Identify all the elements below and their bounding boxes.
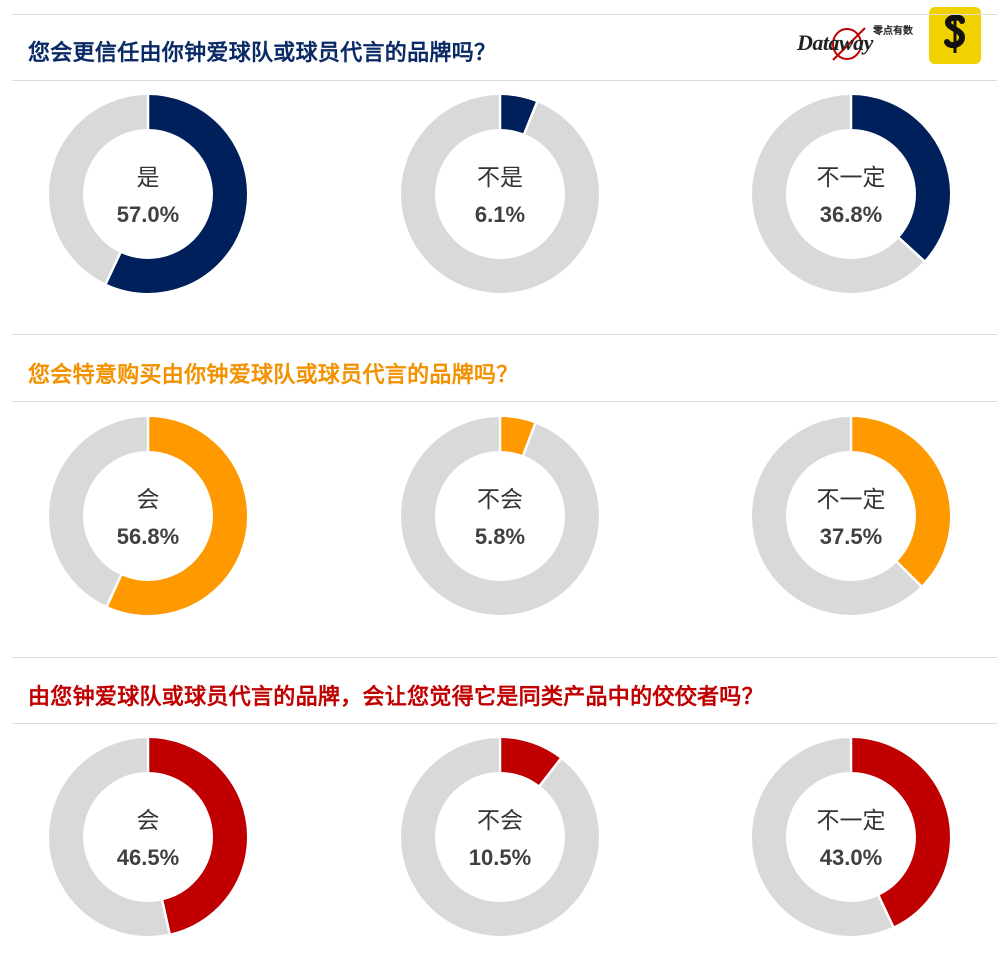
donut-separator: [897, 236, 926, 263]
donut-separator: [160, 899, 172, 935]
donut-3-1: 会 46.5%: [46, 735, 250, 939]
donut-2-2: 不会 5.8%: [398, 414, 602, 618]
donut-label: 不一定: [816, 165, 886, 191]
donut-percentage: 43.0%: [819, 845, 883, 870]
donut-label: 不会: [477, 487, 523, 513]
donut-track: [401, 95, 599, 293]
section-3-title: 由您钟爱球队或球员代言的品牌，会让您觉得它是同类产品中的佼佼者吗？: [28, 685, 764, 710]
donut-percentage: 36.8%: [819, 202, 883, 227]
donut-separator: [877, 894, 895, 929]
donut-1-1: 是 57.0%: [46, 92, 250, 296]
donut-separator: [538, 757, 563, 788]
donut-svg: [752, 94, 950, 293]
donut-label: 不一定: [816, 808, 886, 834]
donut-percentage: 56.8%: [116, 524, 180, 549]
s-logo-icon: [944, 14, 965, 53]
section-1-title-rule: [12, 80, 997, 81]
donut-3-3: 不一定 43.0%: [749, 735, 953, 939]
donut-percentage: 57.0%: [116, 202, 180, 227]
donut-label: 会: [136, 808, 160, 834]
donut-label: 不会: [477, 808, 523, 834]
donut-3-2: 不会 10.5%: [398, 735, 602, 939]
donut-separator: [105, 573, 123, 608]
section-1-title: 您会更信任由你钟爱球队或球员代言的品牌吗？: [28, 41, 497, 66]
donut-percentage: 5.8%: [474, 524, 526, 549]
donut-separator: [104, 251, 122, 286]
section-divider-1: [12, 334, 997, 335]
donut-label: 会: [136, 487, 160, 513]
section-2-title-rule: [12, 401, 997, 402]
s-brand-logo: [929, 7, 981, 64]
donut-svg: [752, 737, 950, 936]
donut-svg: [401, 737, 599, 936]
donut-percentage: 37.5%: [819, 524, 883, 549]
donut-svg: [49, 94, 247, 293]
section-2-title: 您会特意购买由你钟爱球队或球员代言的品牌吗？: [28, 363, 519, 388]
donut-2-3: 不一定 37.5%: [749, 414, 953, 618]
donut-percentage: 46.5%: [116, 845, 180, 870]
donut-1-2: 不是 6.1%: [398, 92, 602, 296]
donut-separator: [521, 422, 537, 457]
donut-svg: [752, 416, 950, 615]
donut-separator: [895, 560, 923, 588]
donut-percentage: 10.5%: [468, 845, 532, 870]
donut-percentage: 6.1%: [474, 202, 526, 227]
dataway-swoosh-icon: [832, 27, 866, 61]
donut-label: 是: [136, 165, 160, 191]
donut-svg: [49, 416, 247, 615]
donut-track: [401, 738, 599, 936]
donut-svg: [401, 94, 599, 293]
dataway-subtitle: 零点有数: [873, 26, 913, 37]
donut-label: 不是: [477, 165, 523, 191]
top-rule: [12, 14, 997, 15]
section-divider-2: [12, 657, 997, 658]
donut-1-3: 不一定 36.8%: [749, 92, 953, 296]
donut-svg: [49, 737, 247, 936]
dataway-wordmark: Dataway: [797, 30, 873, 55]
donut-label: 不一定: [816, 487, 886, 513]
donut-svg: [401, 416, 599, 615]
dataway-logo: Dataway 零点有数: [795, 22, 920, 62]
section-3-title-rule: [12, 723, 997, 724]
donut-separator: [522, 100, 539, 136]
donut-track: [401, 417, 599, 615]
donut-2-1: 会 56.8%: [46, 414, 250, 618]
